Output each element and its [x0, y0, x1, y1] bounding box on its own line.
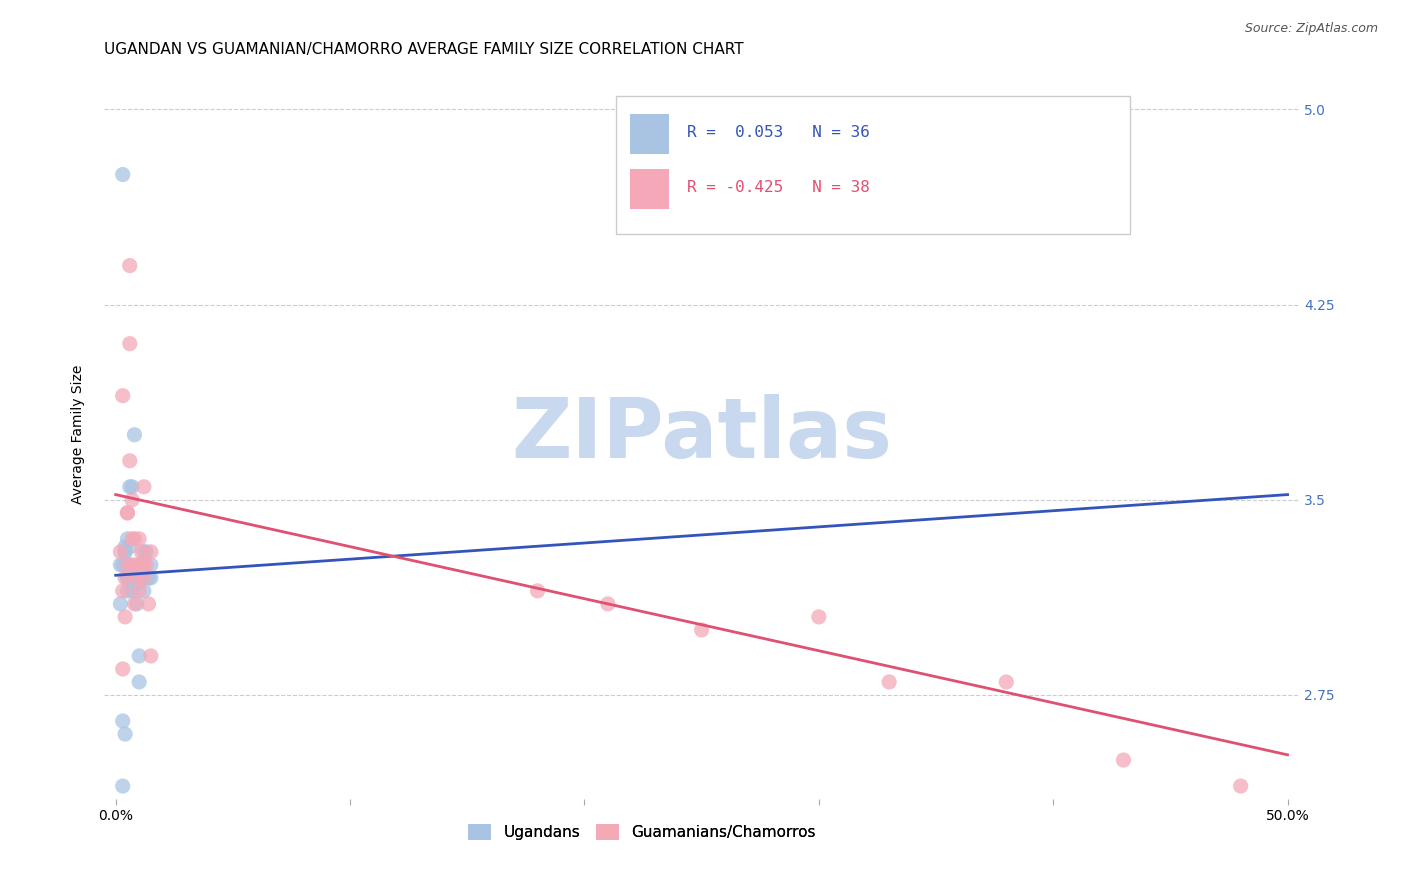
Point — [135, 545, 157, 559]
Point — [118, 480, 141, 494]
Point — [125, 597, 148, 611]
Point — [995, 675, 1018, 690]
Point — [128, 583, 150, 598]
Text: UGANDAN VS GUAMANIAN/CHAMORRO AVERAGE FAMILY SIZE CORRELATION CHART: UGANDAN VS GUAMANIAN/CHAMORRO AVERAGE FA… — [104, 42, 744, 57]
Point — [117, 558, 139, 572]
Point — [110, 597, 132, 611]
Point — [114, 610, 136, 624]
Point — [135, 558, 157, 572]
Y-axis label: Average Family Size: Average Family Size — [72, 365, 86, 505]
Point — [117, 558, 139, 572]
Point — [121, 480, 143, 494]
Point — [1112, 753, 1135, 767]
Point — [128, 675, 150, 690]
Point — [121, 583, 143, 598]
Point — [596, 597, 619, 611]
Point — [118, 566, 141, 580]
Point — [117, 583, 139, 598]
Text: ZIPatlas: ZIPatlas — [512, 394, 893, 475]
Point — [111, 389, 134, 403]
Point — [128, 571, 150, 585]
Point — [125, 571, 148, 585]
Point — [111, 662, 134, 676]
Point — [807, 610, 830, 624]
Point — [124, 571, 146, 585]
Point — [121, 532, 143, 546]
Point — [138, 597, 160, 611]
Point — [118, 454, 141, 468]
Point — [114, 540, 136, 554]
Point — [117, 532, 139, 546]
Text: R =  0.053   N = 36: R = 0.053 N = 36 — [688, 125, 870, 140]
Point — [132, 571, 155, 585]
Point — [114, 727, 136, 741]
Legend: Ugandans, Guamanians/Chamorros: Ugandans, Guamanians/Chamorros — [463, 818, 821, 847]
Point — [132, 545, 155, 559]
Point — [110, 558, 132, 572]
Point — [117, 571, 139, 585]
Point — [111, 779, 134, 793]
Point — [132, 558, 155, 572]
Point — [121, 492, 143, 507]
Point — [118, 540, 141, 554]
Point — [111, 714, 134, 728]
Point — [128, 558, 150, 572]
Point — [125, 558, 148, 572]
Point — [124, 532, 146, 546]
Point — [114, 545, 136, 559]
Point — [121, 558, 143, 572]
Point — [124, 427, 146, 442]
Point — [132, 583, 155, 598]
Point — [139, 558, 162, 572]
Point — [117, 558, 139, 572]
FancyBboxPatch shape — [616, 96, 1129, 235]
Point — [877, 675, 900, 690]
Point — [118, 259, 141, 273]
Point — [128, 648, 150, 663]
Point — [131, 545, 153, 559]
Point — [118, 571, 141, 585]
Point — [139, 571, 162, 585]
Point — [132, 480, 155, 494]
Point — [138, 571, 160, 585]
Text: Source: ZipAtlas.com: Source: ZipAtlas.com — [1244, 22, 1378, 36]
Point — [117, 506, 139, 520]
Point — [128, 532, 150, 546]
Point — [111, 168, 134, 182]
Point — [139, 648, 162, 663]
Point — [114, 545, 136, 559]
FancyBboxPatch shape — [630, 169, 669, 209]
Point — [526, 583, 548, 598]
Point — [124, 597, 146, 611]
Point — [114, 571, 136, 585]
FancyBboxPatch shape — [630, 114, 669, 154]
Text: R = -0.425   N = 38: R = -0.425 N = 38 — [688, 179, 870, 194]
Point — [111, 558, 134, 572]
Point — [110, 545, 132, 559]
Point — [139, 545, 162, 559]
Point — [690, 623, 713, 637]
Point — [111, 583, 134, 598]
Point — [117, 571, 139, 585]
Point — [1229, 779, 1251, 793]
Point — [131, 558, 153, 572]
Point — [118, 336, 141, 351]
Point — [117, 506, 139, 520]
Point — [128, 576, 150, 591]
